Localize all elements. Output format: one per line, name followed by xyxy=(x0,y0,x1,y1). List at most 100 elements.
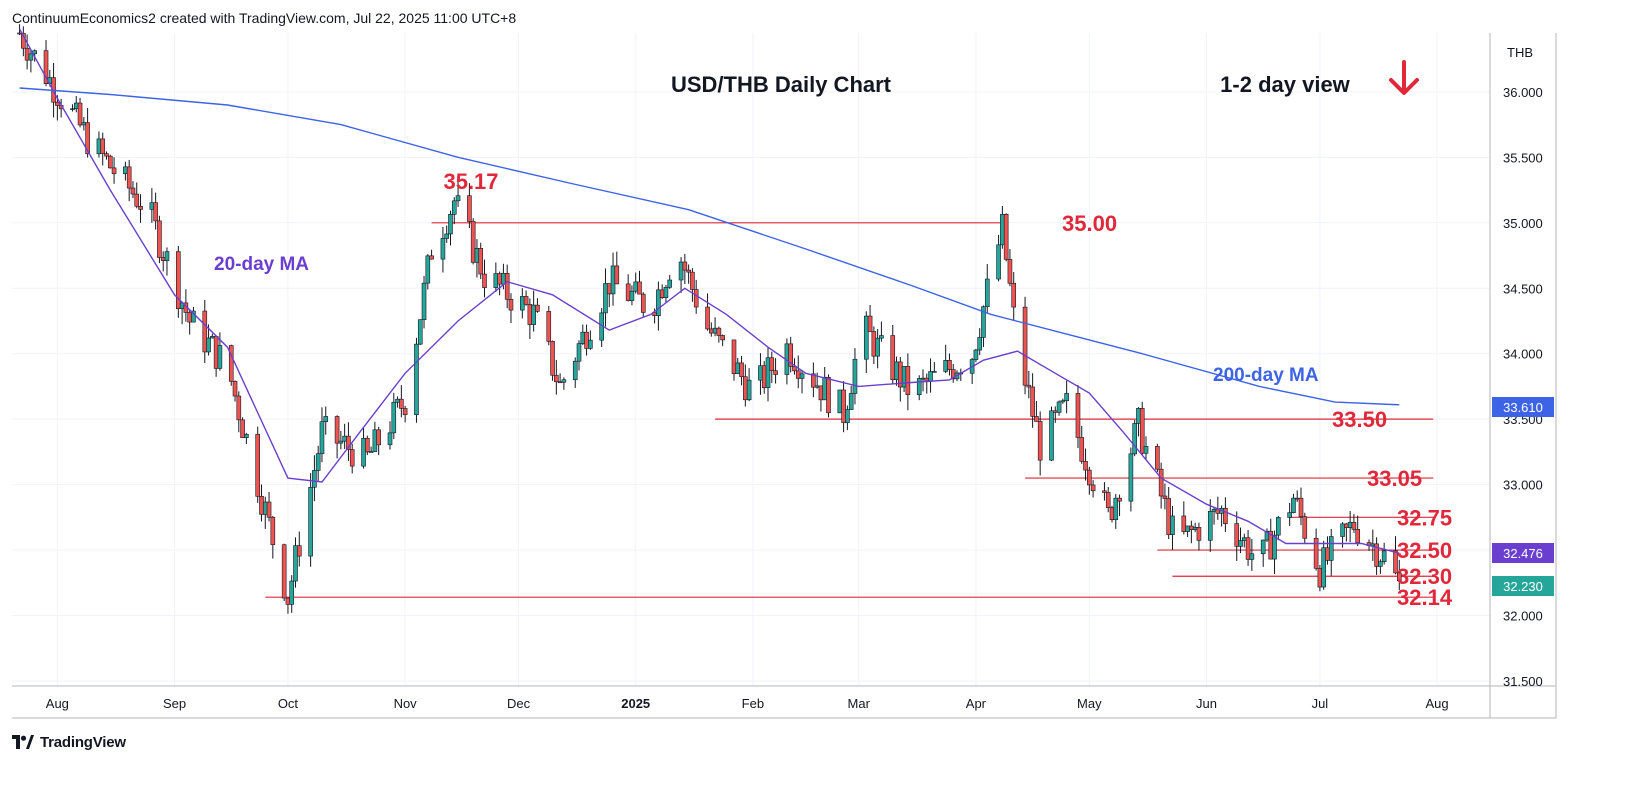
support-resistance-levels xyxy=(265,222,1434,598)
axes[interactable]: 31.50032.00032.50033.00033.50034.00034.5… xyxy=(12,33,1557,719)
price-badge-text: 33.610 xyxy=(1503,400,1543,415)
candle-body xyxy=(758,365,763,381)
candle-body xyxy=(996,244,1001,280)
arrow-down-icon xyxy=(1389,60,1419,95)
footer-brand[interactable]: TradingView xyxy=(12,732,126,752)
x-tick-label: Feb xyxy=(742,696,764,711)
candle-body xyxy=(977,337,982,351)
candle-body xyxy=(1083,461,1088,471)
candle-body xyxy=(1317,568,1323,588)
candle-body xyxy=(448,213,453,235)
candle-body xyxy=(153,202,158,222)
candle-body xyxy=(1260,539,1266,555)
candle-body xyxy=(557,381,563,384)
y-tick-label: 36.000 xyxy=(1503,85,1543,100)
candle-body xyxy=(561,379,567,383)
candle-body xyxy=(928,371,933,382)
candle-body xyxy=(580,331,586,344)
candle-body xyxy=(1000,214,1005,246)
price-badge-text: 32.476 xyxy=(1503,546,1543,561)
candle-body xyxy=(916,378,922,396)
price-badge xyxy=(1492,576,1554,596)
candle-body xyxy=(554,374,559,383)
candle-body xyxy=(126,166,132,189)
candle-body xyxy=(262,501,268,515)
candle-body xyxy=(149,202,155,210)
candle-body xyxy=(1064,393,1069,401)
x-tick-label: Apr xyxy=(966,696,987,711)
candle-body xyxy=(920,377,926,380)
candle-body xyxy=(160,257,166,261)
arrow-down-shape xyxy=(1389,60,1419,95)
candle-body xyxy=(365,437,370,453)
candle-body xyxy=(1079,437,1085,462)
candle-body xyxy=(308,486,313,557)
candle-body xyxy=(1105,492,1111,508)
candle-body xyxy=(788,343,793,367)
candle-body xyxy=(349,449,355,467)
candle-body xyxy=(501,273,506,285)
candle-body xyxy=(372,429,378,452)
candle-body xyxy=(213,336,219,369)
chart-attribution: ContinuumEconomics2 created with Trading… xyxy=(12,10,517,26)
candle-body xyxy=(368,451,374,453)
candle-body xyxy=(1128,453,1134,502)
candle-body xyxy=(217,345,223,369)
candle-body xyxy=(187,312,192,323)
candle-body xyxy=(130,187,136,195)
candle-body xyxy=(259,496,264,515)
candle-body xyxy=(848,393,854,410)
candle-body xyxy=(244,433,249,439)
candle-body xyxy=(444,233,450,239)
candle-body xyxy=(1166,498,1171,535)
candle-body xyxy=(334,416,340,444)
candle-body xyxy=(266,501,272,518)
moving-averages xyxy=(18,28,1400,554)
candle-body xyxy=(572,360,578,381)
y-tick-label: 31.500 xyxy=(1503,674,1543,689)
candle-body xyxy=(391,401,397,434)
candle-body xyxy=(765,357,771,388)
level-label: 33.05 xyxy=(1367,466,1422,491)
candle-body xyxy=(795,370,801,379)
candle-body xyxy=(43,50,49,84)
candle-body xyxy=(924,377,930,382)
candle-body xyxy=(576,343,582,362)
candle-body xyxy=(81,122,87,126)
candle-body xyxy=(421,282,427,321)
candle-body xyxy=(338,440,344,444)
ma20-label: 20-day MA xyxy=(214,254,309,275)
candle-body xyxy=(1132,423,1137,455)
view-label: 1-2 day view xyxy=(1220,72,1351,97)
candle-body xyxy=(1321,547,1326,588)
candle-body xyxy=(202,310,208,353)
candle-body xyxy=(1393,550,1398,574)
candle-body xyxy=(77,102,83,126)
level-label: 32.30 xyxy=(1397,564,1452,589)
price-badge-text: 32.230 xyxy=(1503,579,1543,594)
candle-body xyxy=(705,306,710,330)
candle-body xyxy=(1102,490,1107,493)
candle-body xyxy=(1117,497,1122,502)
annotations: USD/THB Daily Chart 1-2 day view 32.1432.3… xyxy=(214,60,1453,610)
candle-body xyxy=(1378,561,1383,567)
candle-body xyxy=(588,339,593,349)
candle-body xyxy=(712,327,718,334)
candle-body xyxy=(289,580,295,605)
candle-body xyxy=(659,289,665,298)
x-tick-label: Nov xyxy=(394,696,418,711)
candle-body xyxy=(773,370,778,375)
candle-body xyxy=(85,122,90,155)
candle-body xyxy=(731,339,737,374)
candle-body xyxy=(1245,537,1251,560)
candle-body xyxy=(429,255,434,260)
candle-body xyxy=(693,289,699,308)
candle-body xyxy=(346,435,351,450)
candle-body xyxy=(17,32,22,35)
candle-body xyxy=(455,195,461,202)
candle-body xyxy=(361,437,366,467)
candle-body xyxy=(1302,516,1308,539)
candle-body xyxy=(614,265,620,285)
candle-body xyxy=(841,389,846,423)
